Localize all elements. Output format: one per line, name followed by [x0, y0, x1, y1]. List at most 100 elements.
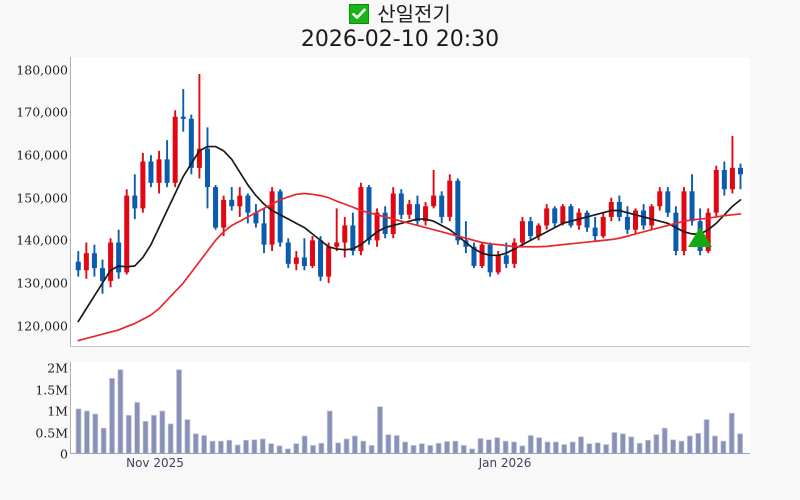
candlestick — [334, 208, 340, 252]
candlestick — [390, 187, 396, 239]
candlestick — [592, 216, 598, 241]
candlestick — [439, 191, 445, 224]
volume-bar — [176, 369, 182, 453]
volume-bar — [527, 435, 534, 453]
candlestick — [657, 187, 663, 211]
volume-bar — [561, 444, 568, 453]
candlestick — [552, 206, 558, 228]
chart-datetime: 2026-02-10 20:30 — [300, 27, 500, 52]
volume-bar — [678, 440, 685, 453]
volume-bar — [511, 441, 517, 453]
volume-bar — [352, 435, 358, 453]
candlestick — [511, 238, 517, 269]
candlestick-svg — [75, 74, 744, 342]
volume-bar — [594, 442, 601, 453]
axis-labels: 180,000 170,000 160,000 150,000 140,000 130,0… — [0, 0, 68, 500]
candlestick — [479, 242, 485, 269]
x-axis-tick: Nov 2025 — [126, 456, 184, 470]
volume-bar — [661, 427, 668, 453]
volume-bar — [435, 442, 442, 453]
volume-bar — [452, 440, 459, 453]
price-axis-tick: 180,000 — [16, 62, 68, 78]
candlestick — [519, 216, 525, 247]
candlestick — [342, 216, 348, 258]
candlestick — [673, 206, 679, 256]
volume-bar — [737, 433, 743, 453]
chart-header: 산일전기 2026-02-10 20:30 — [0, 0, 800, 52]
volume-bar — [318, 442, 325, 453]
volume-bar — [728, 412, 735, 453]
buy-marker-triangle-icon[interactable] — [688, 227, 712, 247]
candlestick — [414, 195, 420, 226]
volume-bar — [645, 439, 651, 453]
candlestick — [285, 238, 291, 269]
candlestick — [318, 236, 324, 281]
candlestick — [406, 199, 412, 220]
moving-average-line-long-ma — [77, 192, 742, 342]
volume-bar — [151, 414, 157, 453]
volume-bar — [494, 437, 501, 453]
volume-bar — [427, 445, 434, 453]
volume-chart-panel[interactable] — [70, 362, 750, 454]
volume-bar — [167, 423, 174, 453]
volume-bar — [125, 414, 132, 453]
volume-bar — [92, 413, 99, 453]
volume-bar — [276, 445, 283, 453]
volume-bar — [544, 441, 551, 453]
candlestick — [649, 204, 655, 230]
volume-bar — [218, 440, 224, 453]
candlestick — [269, 187, 275, 252]
volume-bar — [84, 410, 90, 453]
green-check-icon — [349, 4, 370, 24]
price-axis-tick: 130,000 — [16, 275, 68, 291]
volume-bar — [184, 419, 191, 453]
volume-bar — [159, 410, 166, 453]
volume-bar — [611, 432, 618, 453]
candlestick — [326, 242, 332, 284]
volume-bar — [251, 439, 258, 453]
candlestick — [665, 187, 671, 217]
price-axis-tick: 150,000 — [16, 190, 68, 206]
candlestick — [164, 140, 170, 188]
candlestick — [91, 244, 97, 277]
candlestick — [253, 204, 259, 228]
candlestick — [455, 178, 461, 245]
candlestick — [229, 187, 235, 211]
candlestick — [148, 155, 154, 188]
price-axis-tick: 140,000 — [16, 232, 68, 248]
candlestick — [132, 174, 138, 220]
volume-bar — [385, 434, 392, 453]
candlestick — [600, 212, 606, 239]
x-axis-tick: Jan 2026 — [478, 456, 532, 470]
volume-bar — [192, 433, 199, 453]
volume-axis-tick: 0.5M — [35, 425, 68, 440]
volume-bar — [703, 419, 710, 453]
candlestick — [447, 174, 453, 222]
volume-bar — [410, 445, 417, 453]
volume-bar — [553, 441, 559, 453]
candlestick — [156, 150, 162, 194]
volume-bar — [687, 435, 693, 453]
volume-bar — [444, 441, 450, 453]
candlestick — [503, 242, 509, 269]
candlestick — [358, 182, 364, 256]
volume-bar — [301, 435, 308, 453]
volume-bar — [712, 435, 718, 453]
price-chart-panel[interactable] — [70, 57, 750, 347]
candlestick — [431, 170, 437, 209]
candlestick — [213, 184, 219, 230]
candlestick — [729, 135, 735, 194]
volume-bar — [134, 402, 141, 453]
volume-bar — [519, 445, 526, 453]
volume-axis-tick: 0 — [60, 446, 68, 462]
volume-bar — [486, 439, 492, 453]
volume-bar — [460, 445, 467, 453]
volume-bar — [402, 441, 409, 453]
candlestick — [584, 210, 590, 232]
candlestick — [528, 216, 534, 241]
candlestick — [382, 206, 388, 239]
volume-bar — [477, 438, 484, 453]
volume-bar — [620, 433, 626, 453]
volume-bar — [603, 444, 609, 453]
